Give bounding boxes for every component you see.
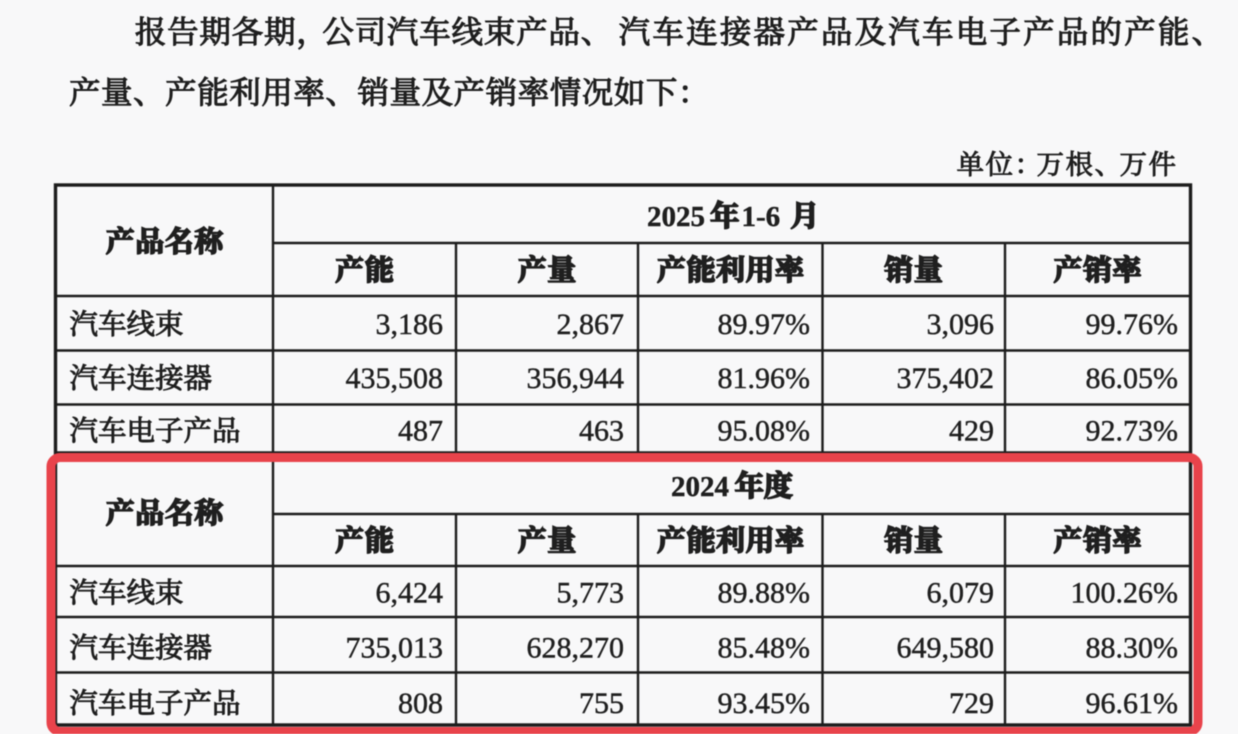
svg-text:435,508: 435,508 bbox=[346, 362, 444, 395]
svg-text:88.30%: 88.30% bbox=[1086, 632, 1179, 665]
svg-text:95.08%: 95.08% bbox=[718, 415, 811, 448]
svg-text:3,186: 3,186 bbox=[376, 308, 444, 341]
svg-text:375,402: 375,402 bbox=[897, 362, 995, 395]
svg-text:6,424: 6,424 bbox=[376, 577, 444, 610]
svg-text:96.61%: 96.61% bbox=[1086, 687, 1179, 720]
svg-text:89.97%: 89.97% bbox=[718, 308, 811, 341]
svg-text:81.96%: 81.96% bbox=[718, 362, 811, 395]
svg-text:755: 755 bbox=[579, 687, 624, 720]
svg-text:735,013: 735,013 bbox=[346, 632, 444, 665]
svg-text:5,773: 5,773 bbox=[557, 577, 625, 610]
svg-text:100.26%: 100.26% bbox=[1071, 577, 1179, 610]
svg-text:85.48%: 85.48% bbox=[718, 632, 811, 665]
svg-text:2025: 2025 bbox=[647, 201, 705, 233]
svg-text:487: 487 bbox=[398, 415, 443, 448]
svg-text:93.45%: 93.45% bbox=[718, 687, 811, 720]
svg-text:356,944: 356,944 bbox=[527, 362, 625, 395]
svg-text:649,580: 649,580 bbox=[897, 632, 995, 665]
svg-text:89.88%: 89.88% bbox=[718, 577, 811, 610]
svg-text:1-6: 1-6 bbox=[742, 201, 781, 233]
svg-text:86.05%: 86.05% bbox=[1086, 362, 1179, 395]
svg-text:2,867: 2,867 bbox=[557, 308, 625, 341]
svg-text:92.73%: 92.73% bbox=[1086, 415, 1179, 448]
svg-text:6,079: 6,079 bbox=[927, 577, 995, 610]
svg-text:2024: 2024 bbox=[671, 471, 729, 503]
svg-text:463: 463 bbox=[579, 415, 624, 448]
svg-text:429: 429 bbox=[949, 415, 994, 448]
svg-text:729: 729 bbox=[949, 687, 994, 720]
svg-text:808: 808 bbox=[398, 687, 443, 720]
svg-text:3,096: 3,096 bbox=[927, 308, 995, 341]
svg-text:99.76%: 99.76% bbox=[1086, 308, 1179, 341]
svg-text:628,270: 628,270 bbox=[527, 632, 625, 665]
